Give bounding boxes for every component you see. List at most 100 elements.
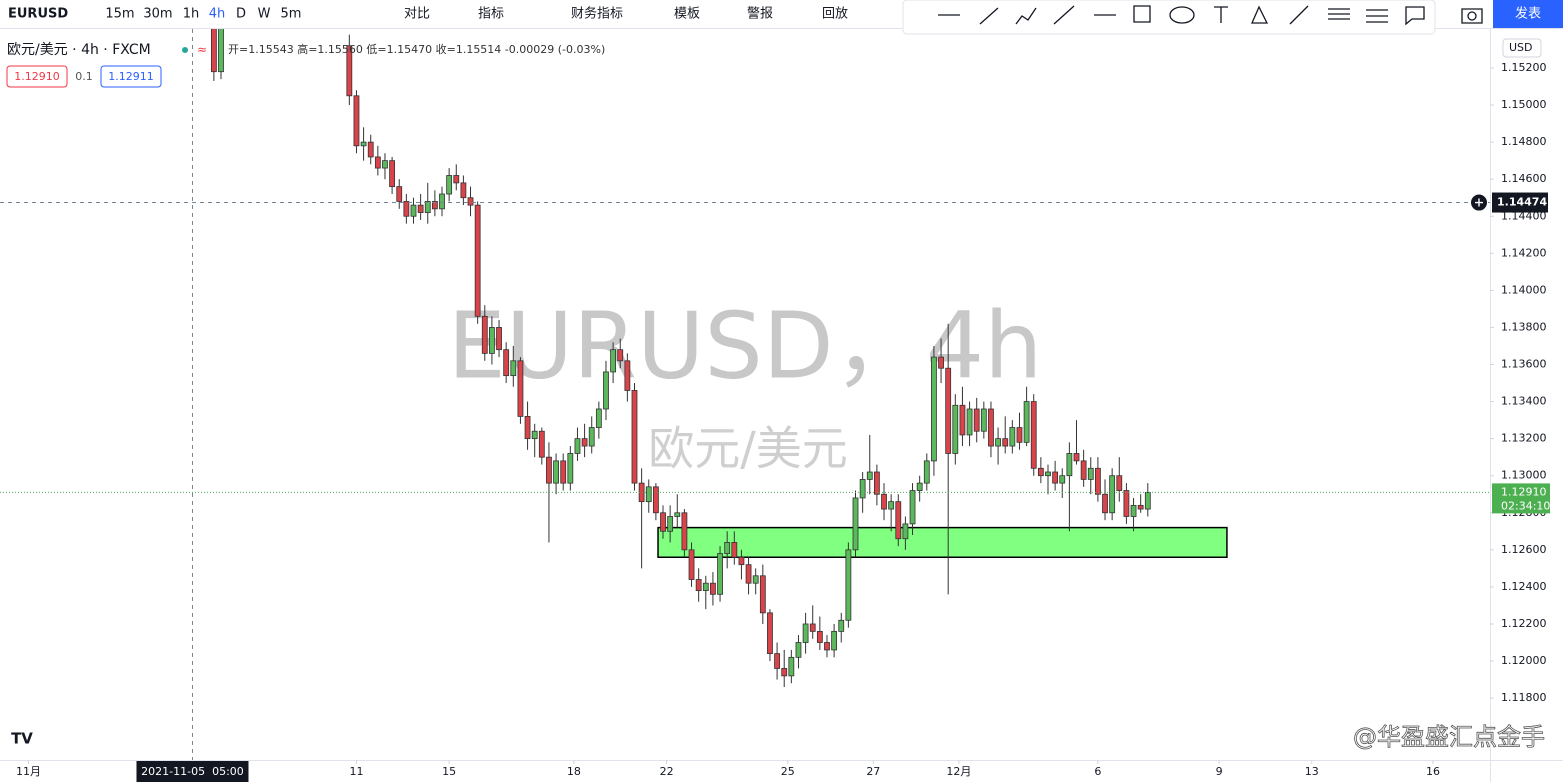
candle-body — [560, 460, 567, 484]
candle-body — [1030, 401, 1037, 469]
candle-body — [881, 493, 887, 510]
candle-body — [574, 438, 581, 454]
credit: @华盈盛汇点金手 — [1353, 723, 1545, 751]
x-tick-label: 6 — [1094, 765, 1101, 778]
candle-body — [710, 582, 716, 595]
candle-body — [218, 29, 224, 73]
candle-body — [938, 356, 944, 369]
candle-body — [688, 549, 695, 580]
drawing-tools[interactable] — [938, 5, 1483, 26]
interval[interactable]: 15m — [105, 7, 134, 22]
interval[interactable]: 1h — [183, 7, 200, 22]
candle-body — [353, 95, 360, 147]
interval[interactable]: 30m — [143, 7, 172, 22]
ask-box[interactable] — [100, 65, 162, 88]
candle-body — [838, 619, 845, 632]
x-tick-label: 16 — [1426, 765, 1440, 778]
candle-body — [496, 327, 502, 351]
candle-body — [745, 564, 752, 584]
interval[interactable]: 4h — [209, 7, 226, 22]
candle-body — [1137, 504, 1144, 510]
spread: 0.1 — [75, 70, 93, 83]
candle-body — [695, 579, 702, 592]
candle-body — [831, 630, 838, 651]
candle-body — [966, 408, 973, 436]
x-tick-label: 15 — [442, 765, 456, 778]
crosshair-x-tag — [136, 761, 249, 782]
candle-body — [916, 482, 923, 491]
candle-body — [624, 360, 631, 391]
currency-selector[interactable] — [1502, 38, 1542, 58]
crosshair-x-label: 2021-11-05 05:00 — [141, 765, 244, 778]
candle-body — [759, 575, 766, 614]
candle-body — [1002, 438, 1009, 447]
candle-body — [1045, 471, 1051, 477]
ask[interactable]: 1.12911 — [108, 70, 154, 83]
candle-body — [802, 623, 809, 643]
candle-body — [888, 501, 895, 510]
toolbar-button[interactable]: 回放 — [822, 7, 848, 22]
candle-body — [923, 460, 930, 484]
candle-body — [774, 653, 780, 669]
candle-body — [1109, 475, 1116, 514]
candle-body — [895, 501, 902, 540]
candle-body — [467, 197, 474, 206]
candle-body — [346, 45, 353, 97]
candle-body — [360, 141, 367, 147]
legend-ohlc: 开=1.15543 高=1.15560 低=1.15470 收=1.15514 … — [228, 42, 605, 56]
candle-body — [1073, 453, 1080, 462]
publish-button[interactable] — [1493, 0, 1563, 28]
toolbar-button[interactable]: 对比 — [404, 7, 430, 22]
candle-body — [752, 575, 759, 584]
last-price-tag — [1492, 483, 1550, 514]
y-tick-label: 1.13800 — [1501, 320, 1547, 333]
y-tick-label: 1.11800 — [1501, 691, 1547, 704]
tv-logo-text: TV — [11, 730, 33, 748]
x-tick-label: 22 — [660, 765, 674, 778]
candle-body — [1052, 471, 1059, 484]
publish-label[interactable]: 发表 — [1515, 6, 1541, 22]
add-alert-icon[interactable] — [1475, 198, 1483, 207]
candle-body — [674, 512, 681, 517]
toolbar-button[interactable]: 警报 — [747, 6, 773, 22]
bid-box[interactable] — [6, 65, 68, 88]
candle-body — [396, 186, 403, 202]
symbol[interactable]: EURUSD — [8, 7, 68, 22]
y-tick-label: 1.12000 — [1501, 654, 1547, 667]
candle-body — [595, 408, 602, 428]
candle-body — [546, 456, 552, 484]
candle-body — [809, 623, 816, 632]
watermark-title: EURUSD，4h — [448, 292, 1043, 399]
candle-body — [909, 490, 916, 525]
candle-body — [1080, 460, 1087, 480]
candle-body — [1144, 491, 1151, 510]
candle-body — [1066, 453, 1073, 477]
candle-body — [931, 356, 937, 462]
candle-body — [517, 360, 524, 417]
bid[interactable]: 1.12910 — [14, 70, 60, 83]
candle-body — [873, 471, 880, 495]
candle-body — [1116, 475, 1123, 491]
interval[interactable]: D — [236, 7, 246, 22]
toolbar-button[interactable]: 模板 — [674, 7, 700, 22]
interval[interactable]: 5m — [281, 7, 302, 22]
candle-body — [1023, 401, 1030, 443]
x-tick-label: 18 — [567, 765, 581, 778]
toolbar-button[interactable]: 财务指标 — [571, 6, 623, 22]
candle-body — [645, 486, 652, 503]
candle-body — [945, 367, 952, 454]
y-tick-label: 1.14800 — [1501, 135, 1547, 148]
drawing-toolbar — [902, 0, 1436, 35]
candle-body — [553, 460, 559, 484]
interval[interactable]: W — [258, 7, 271, 22]
candle-body — [453, 175, 460, 184]
y-tick-label: 1.12600 — [1501, 543, 1547, 556]
candle-body — [446, 175, 453, 195]
y-tick-label: 1.13200 — [1501, 432, 1547, 445]
x-tick-label: 27 — [866, 765, 880, 778]
toolbar-button[interactable]: 指标 — [478, 7, 504, 22]
y-tick-label: 1.13600 — [1501, 358, 1547, 371]
currency[interactable]: USD — [1509, 41, 1533, 54]
candle-body — [788, 656, 795, 677]
candle-body — [781, 668, 788, 677]
